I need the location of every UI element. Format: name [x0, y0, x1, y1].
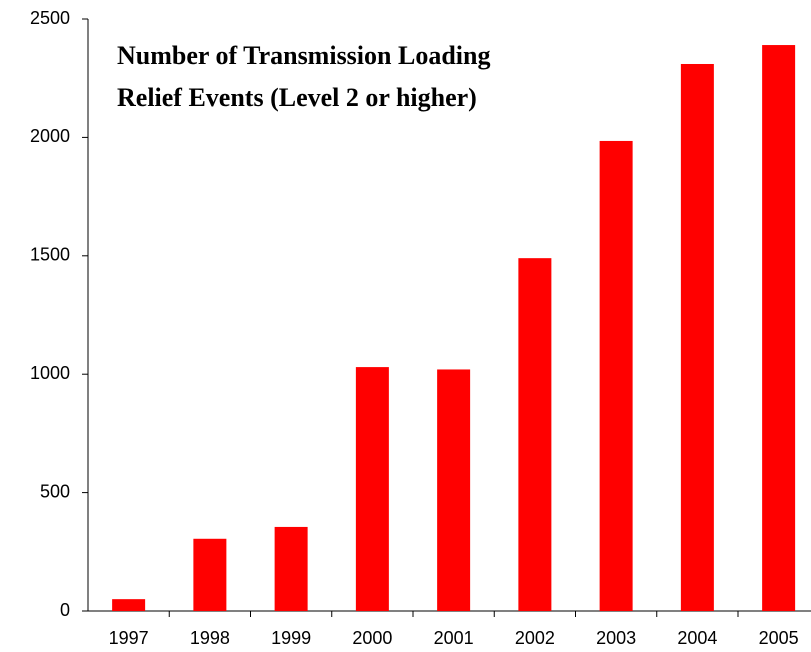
bar [599, 140, 633, 611]
bar [437, 369, 471, 611]
y-tick-label: 500 [40, 481, 70, 501]
bar [274, 526, 308, 611]
bar [112, 599, 146, 611]
x-tick-label: 2001 [434, 628, 474, 648]
x-tick-label: 2000 [352, 628, 392, 648]
x-tick-label: 1998 [190, 628, 230, 648]
x-tick-label: 1997 [109, 628, 149, 648]
chart-title: Number of Transmission Loading [117, 41, 490, 70]
x-tick-label: 1999 [271, 628, 311, 648]
bar [762, 45, 796, 612]
y-tick-label: 2500 [30, 8, 70, 28]
x-tick-label: 2003 [596, 628, 636, 648]
x-tick-label: 2002 [515, 628, 555, 648]
y-tick-label: 0 [60, 600, 70, 620]
y-tick-label: 1000 [30, 363, 70, 383]
x-tick-label: 2004 [677, 628, 717, 648]
bar [680, 63, 714, 611]
chart-title: Relief Events (Level 2 or higher) [117, 83, 477, 112]
y-tick-label: 1500 [30, 245, 70, 265]
y-tick-label: 2000 [30, 126, 70, 146]
bar [518, 258, 552, 611]
bar [355, 367, 389, 611]
bar [193, 538, 227, 611]
x-tick-label: 2005 [759, 628, 799, 648]
